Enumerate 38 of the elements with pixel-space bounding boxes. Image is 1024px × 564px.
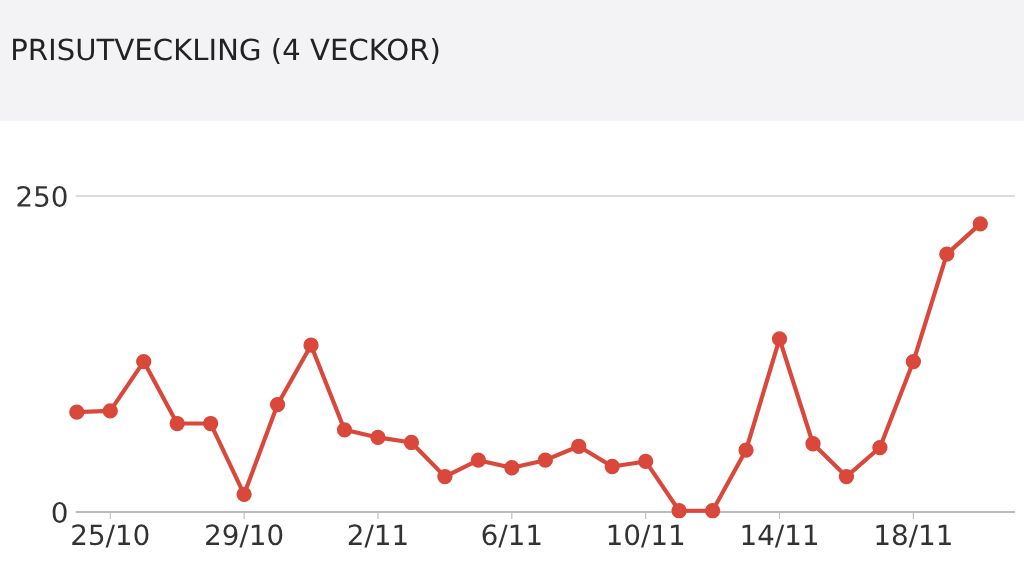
x-tick-label: 25/10 bbox=[72, 524, 149, 548]
point bbox=[738, 442, 754, 458]
point bbox=[303, 337, 319, 353]
point bbox=[470, 452, 486, 468]
point bbox=[805, 436, 821, 452]
point bbox=[571, 438, 587, 454]
point bbox=[336, 422, 353, 438]
y-tick-label: 250 bbox=[17, 185, 67, 207]
x-tick-label: 10/11 bbox=[608, 524, 684, 548]
point bbox=[671, 503, 687, 519]
point bbox=[203, 415, 219, 432]
point bbox=[236, 486, 252, 502]
x-tick-label: 14/11 bbox=[742, 524, 817, 548]
point bbox=[136, 353, 152, 370]
point bbox=[838, 468, 855, 485]
x-tick-label: 2/11 bbox=[348, 524, 407, 548]
point bbox=[537, 452, 553, 468]
y-tick-label: 0 bbox=[52, 501, 67, 523]
point bbox=[872, 439, 888, 456]
point bbox=[771, 331, 788, 347]
point bbox=[437, 468, 453, 485]
point bbox=[972, 216, 988, 232]
point bbox=[169, 415, 185, 432]
point bbox=[604, 458, 620, 475]
point bbox=[370, 429, 386, 446]
point bbox=[638, 453, 654, 470]
point bbox=[905, 353, 922, 370]
x-tick-label: 18/11 bbox=[876, 524, 951, 548]
x-tick-label: 6/11 bbox=[482, 524, 541, 548]
point bbox=[939, 246, 955, 262]
x-tick-label: 29/10 bbox=[206, 524, 283, 548]
chart-title: PRISUTVECKLING (4 VECKOR) bbox=[13, 37, 439, 64]
point bbox=[102, 403, 118, 419]
point bbox=[504, 460, 520, 476]
point bbox=[704, 503, 721, 519]
point bbox=[69, 404, 85, 420]
point bbox=[269, 396, 286, 413]
point bbox=[403, 434, 420, 451]
